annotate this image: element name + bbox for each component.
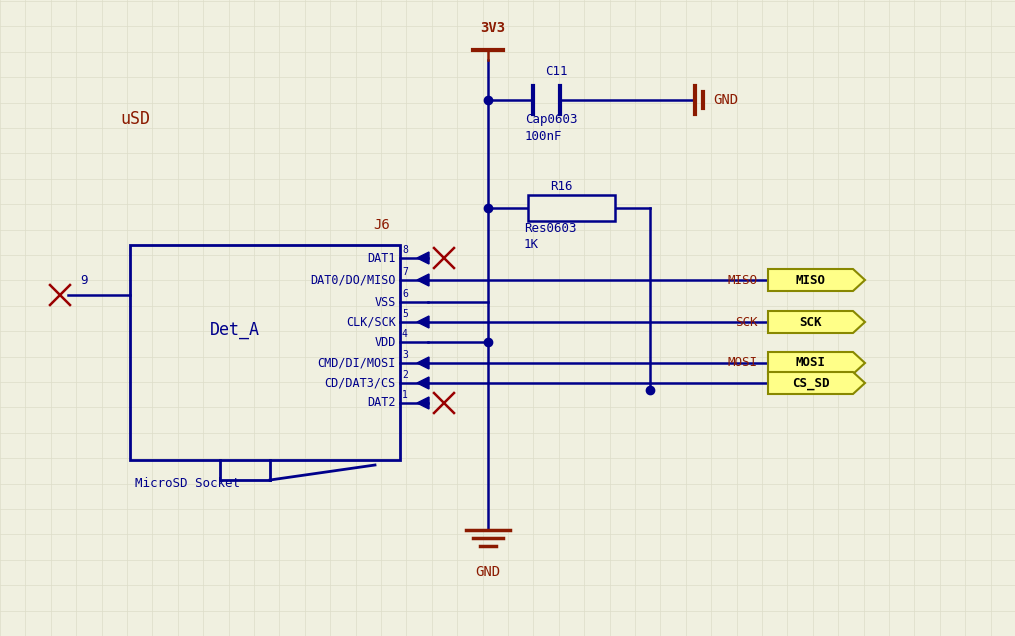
Polygon shape xyxy=(417,377,429,389)
Text: R16: R16 xyxy=(550,180,572,193)
Text: VSS: VSS xyxy=(375,296,396,308)
Text: Det_A: Det_A xyxy=(210,321,260,339)
Text: MISO: MISO xyxy=(796,273,826,286)
Polygon shape xyxy=(768,269,865,291)
Text: Cap0603: Cap0603 xyxy=(525,113,578,126)
Text: uSD: uSD xyxy=(120,110,150,128)
Polygon shape xyxy=(417,252,429,264)
Text: MISO: MISO xyxy=(728,273,758,286)
Text: DAT2: DAT2 xyxy=(367,396,396,410)
Text: CLK/SCK: CLK/SCK xyxy=(346,315,396,329)
Text: VDD: VDD xyxy=(375,336,396,349)
Polygon shape xyxy=(417,397,429,409)
Text: 2: 2 xyxy=(402,370,408,380)
Polygon shape xyxy=(417,274,429,286)
Text: 1: 1 xyxy=(402,390,408,400)
Bar xyxy=(528,195,615,221)
Text: J6: J6 xyxy=(374,218,390,232)
Text: MOSI: MOSI xyxy=(728,357,758,370)
Text: CMD/DI/MOSI: CMD/DI/MOSI xyxy=(318,357,396,370)
Text: 6: 6 xyxy=(402,289,408,299)
Bar xyxy=(130,245,400,460)
Polygon shape xyxy=(417,316,429,328)
Text: MOSI: MOSI xyxy=(796,357,826,370)
Text: CD/DAT3/CS: CD/DAT3/CS xyxy=(325,377,396,389)
Text: GND: GND xyxy=(475,565,500,579)
Text: CS_SD: CS_SD xyxy=(793,377,829,389)
Text: SCK: SCK xyxy=(800,315,822,329)
Polygon shape xyxy=(768,311,865,333)
Text: DAT0/DO/MISO: DAT0/DO/MISO xyxy=(311,273,396,286)
Text: 3V3: 3V3 xyxy=(480,21,505,35)
Text: C11: C11 xyxy=(545,65,567,78)
Polygon shape xyxy=(417,357,429,369)
Text: SCK: SCK xyxy=(736,315,758,329)
Polygon shape xyxy=(768,352,865,374)
Text: 7: 7 xyxy=(402,267,408,277)
Text: 100nF: 100nF xyxy=(525,130,562,143)
Text: Res0603: Res0603 xyxy=(524,222,577,235)
Text: 8: 8 xyxy=(402,245,408,255)
Text: 9: 9 xyxy=(80,274,87,287)
Text: 3: 3 xyxy=(402,350,408,360)
Text: DAT1: DAT1 xyxy=(367,251,396,265)
Text: 5: 5 xyxy=(402,309,408,319)
Text: 4: 4 xyxy=(402,329,408,339)
Text: GND: GND xyxy=(713,93,738,107)
Text: 1K: 1K xyxy=(524,238,539,251)
Polygon shape xyxy=(768,372,865,394)
Text: MicroSD Socket: MicroSD Socket xyxy=(135,477,240,490)
